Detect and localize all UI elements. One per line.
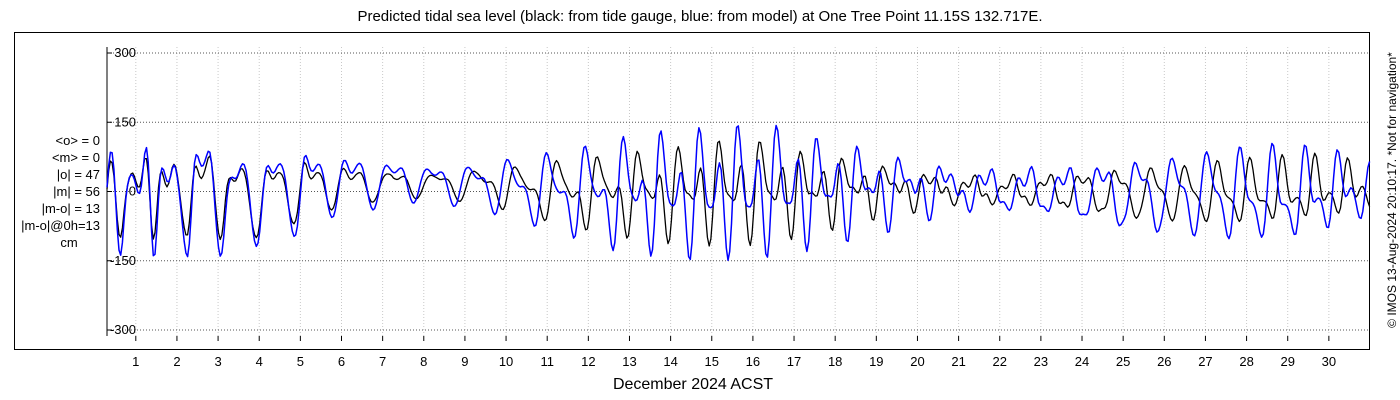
x-tick-label: 6 — [338, 354, 345, 369]
chart-title: Predicted tidal sea level (black: from t… — [357, 8, 1043, 25]
x-tick-label: 3 — [214, 354, 221, 369]
chart-frame — [14, 32, 1370, 350]
x-tick-label: 5 — [297, 354, 304, 369]
stat-unit: cm — [60, 235, 78, 250]
x-tick-label: 21 — [951, 354, 965, 369]
statistics-panel: <o> = 0 <m> = 0 |o| = 47 |m| = 56 |m-o| … — [8, 132, 100, 251]
series-line-gauge — [106, 140, 1371, 247]
stat-abs-diff: |m-o| = 13 — [41, 201, 100, 216]
copyright-notice: © IMOS 13-Aug-2024 20:10:17. *Not for na… — [1385, 52, 1399, 328]
x-tick-label: 1 — [132, 354, 139, 369]
y-tick-label: 0 — [129, 184, 136, 199]
x-tick-label: 30 — [1322, 354, 1336, 369]
x-tick-label: 18 — [828, 354, 842, 369]
x-tick-label: 19 — [869, 354, 883, 369]
y-tick-label: 150 — [114, 114, 136, 129]
x-tick-label: 25 — [1116, 354, 1130, 369]
x-tick-label: 17 — [787, 354, 801, 369]
x-tick-label: 16 — [746, 354, 760, 369]
x-tick-label: 28 — [1239, 354, 1253, 369]
x-tick-label: 29 — [1280, 354, 1294, 369]
x-tick-label: 10 — [499, 354, 513, 369]
x-tick-label: 15 — [705, 354, 719, 369]
axes — [106, 47, 1330, 341]
x-tick-label: 22 — [993, 354, 1007, 369]
x-tick-label: 24 — [1075, 354, 1089, 369]
x-tick-label: 13 — [622, 354, 636, 369]
x-axis-label: December 2024 ACST — [612, 376, 774, 393]
x-tick-label: 23 — [1034, 354, 1048, 369]
stat-abs-obs: |o| = 47 — [56, 167, 100, 182]
stat-abs-diff-0h: |m-o|@0h=13 — [21, 218, 100, 233]
x-tick-label: 26 — [1157, 354, 1171, 369]
y-tick-label: 300 — [114, 45, 136, 60]
x-tick-label: 27 — [1198, 354, 1212, 369]
stat-mean-obs: <o> = 0 — [55, 133, 100, 148]
series-line-model — [106, 124, 1371, 262]
grid-lines — [107, 47, 1370, 336]
x-tick-label: 7 — [379, 354, 386, 369]
stat-abs-model: |m| = 56 — [53, 184, 100, 199]
x-tick-label: 8 — [420, 354, 427, 369]
y-tick-label: -150 — [110, 253, 136, 268]
x-tick-label: 9 — [461, 354, 468, 369]
x-tick-labels: 1 2 3 4 5 6 7 8 9 10 11 12 13 14 15 16 17 18 19 20 21 22 23 24 2… — [132, 354, 1336, 369]
series-lines — [106, 124, 1371, 262]
x-tick-label: 14 — [663, 354, 677, 369]
x-tick-label: 4 — [256, 354, 263, 369]
x-tick-label: 20 — [910, 354, 924, 369]
stat-mean-model: <m> = 0 — [51, 150, 100, 165]
x-tick-label: 11 — [540, 354, 554, 369]
x-tick-label: 2 — [173, 354, 180, 369]
y-tick-label: -300 — [110, 322, 136, 337]
x-tick-label: 12 — [581, 354, 595, 369]
y-tick-labels: 300 150 0 -150 -300 — [110, 45, 136, 337]
